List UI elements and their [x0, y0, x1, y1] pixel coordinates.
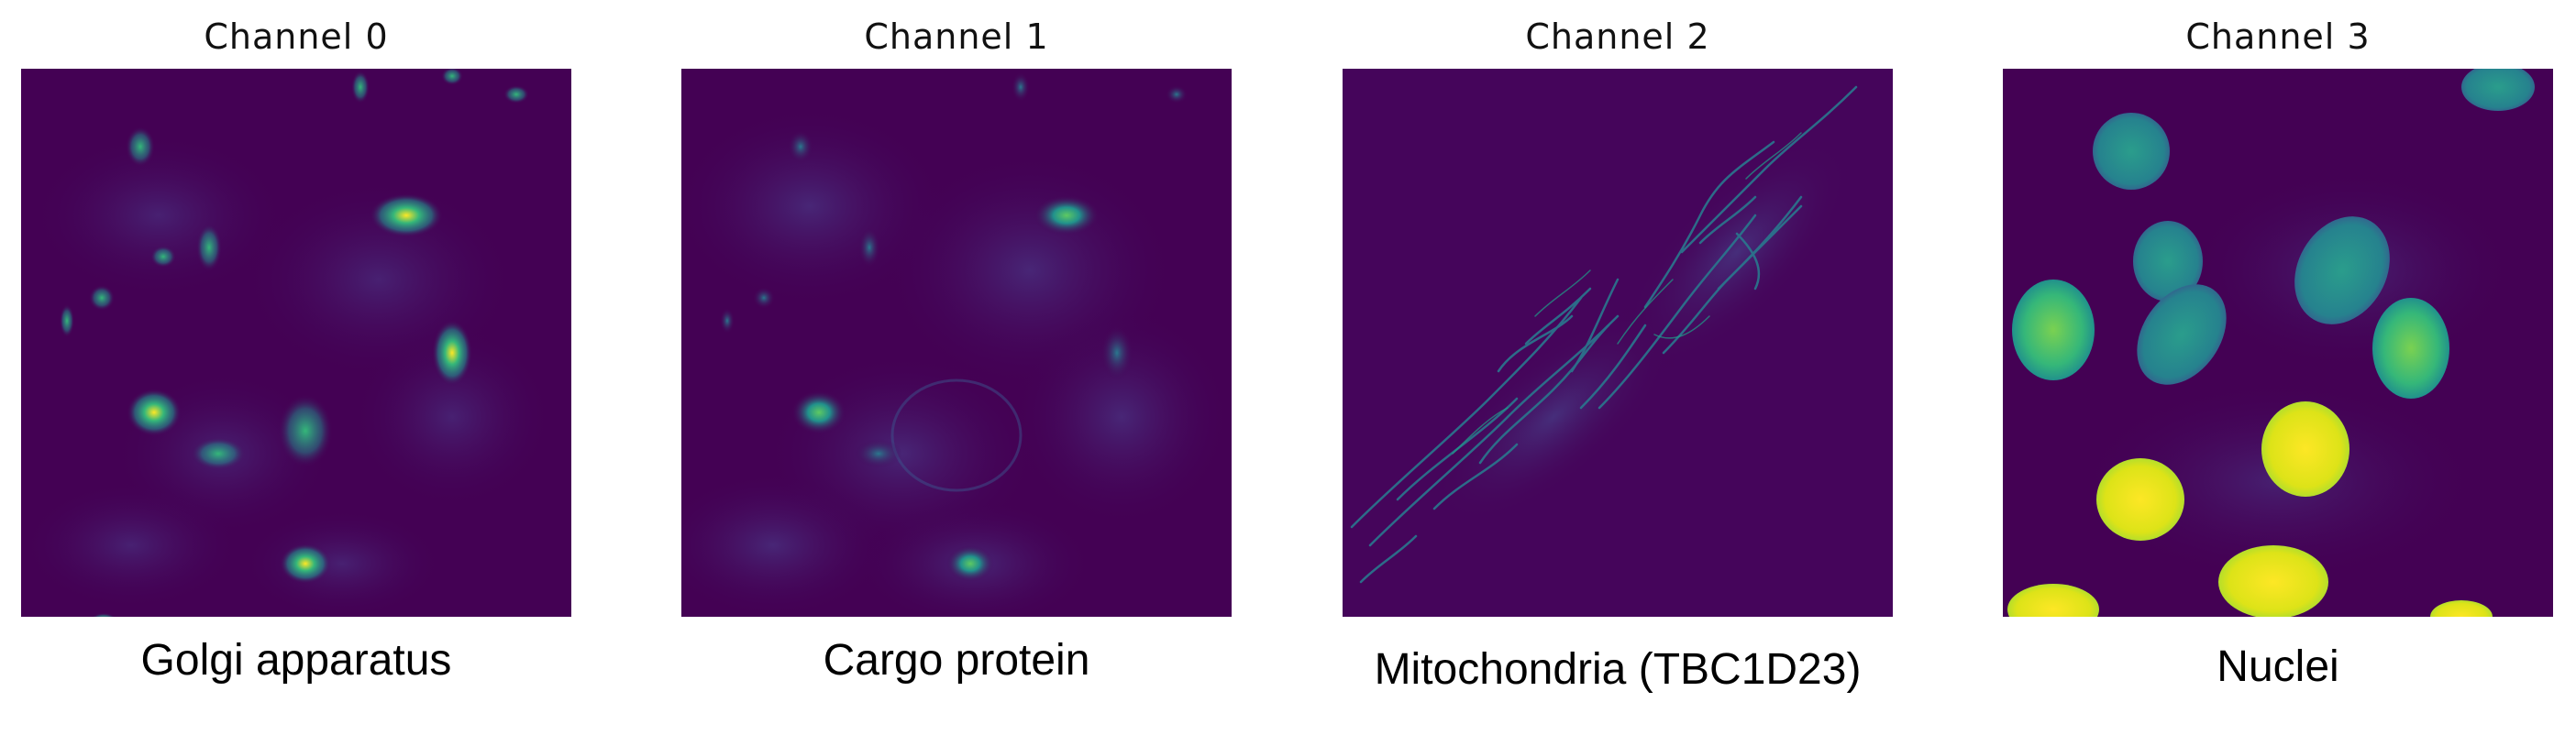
panel-caption-golgi: Golgi apparatus [140, 636, 452, 685]
panel-channel-0: Channel 0 [21, 0, 571, 735]
microscopy-image-nuclei [2003, 69, 2553, 617]
panel-title-channel-1: Channel 1 [864, 16, 1049, 57]
panel-caption-nuclei: Nuclei [2217, 642, 2339, 691]
microscopy-image-golgi [21, 69, 571, 617]
panel-caption-cargo-protein: Cargo protein [823, 636, 1090, 685]
panel-title-channel-3: Channel 3 [2185, 16, 2371, 57]
panel-title-channel-0: Channel 0 [204, 16, 389, 57]
panel-title-channel-2: Channel 2 [1525, 16, 1710, 57]
panel-caption-mitochondria: Mitochondria (TBC1D23) [1374, 645, 1862, 694]
microscopy-image-cargo-protein [681, 69, 1232, 617]
microscopy-image-mitochondria [1343, 69, 1893, 617]
panel-channel-2: Channel 2 [1343, 0, 1893, 735]
panel-channel-1: Channel 1 [681, 0, 1232, 735]
panel-channel-3: Channel 3 [2003, 0, 2553, 735]
